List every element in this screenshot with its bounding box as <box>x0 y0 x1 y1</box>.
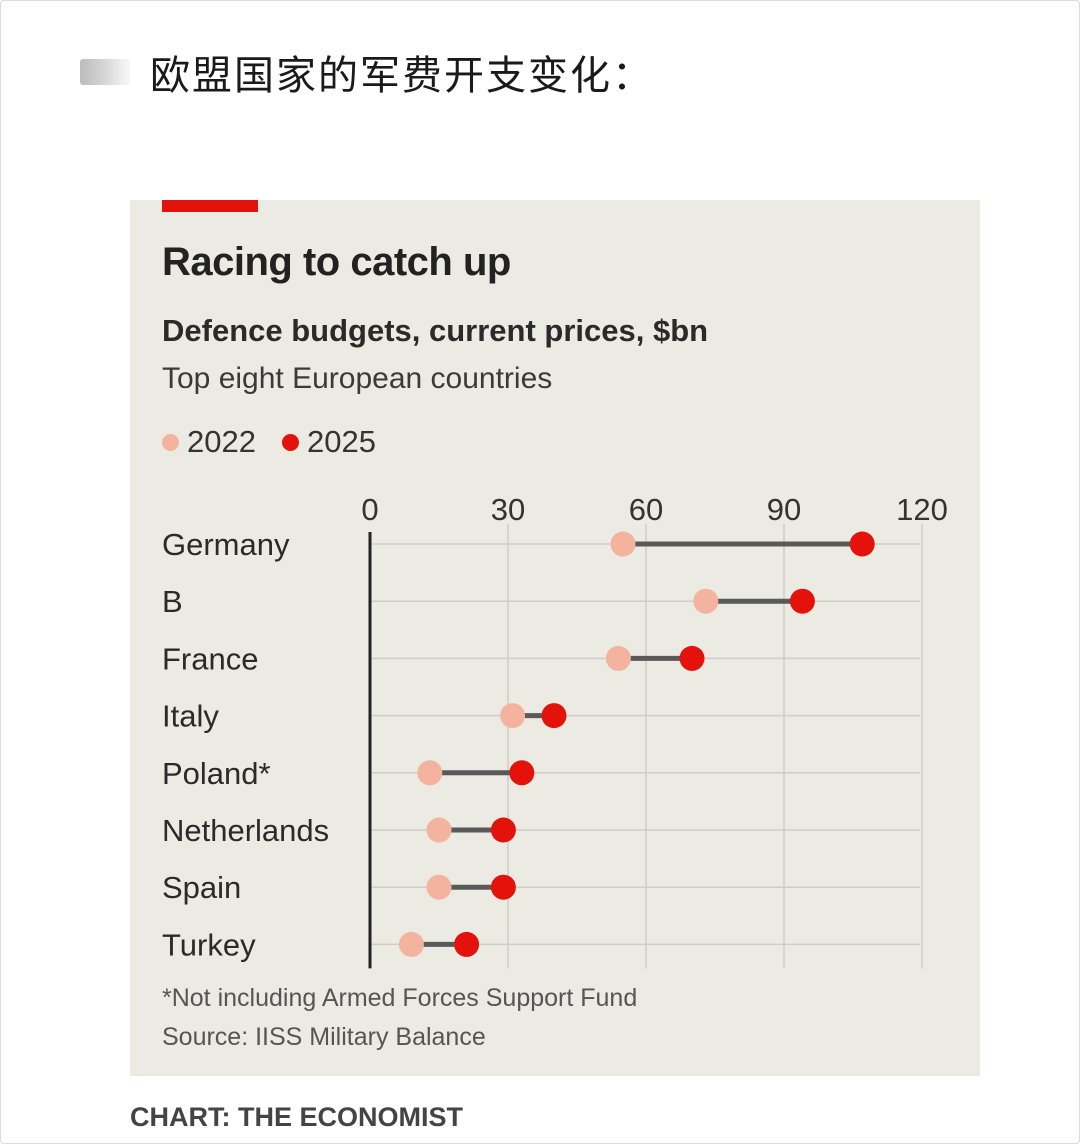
x-tick-label: 120 <box>896 492 948 527</box>
category-label: Poland* <box>162 756 271 791</box>
dot-2022 <box>610 531 636 557</box>
legend-item-2022: 2022 <box>162 424 256 460</box>
dot-2022 <box>605 645 631 671</box>
accent-bar <box>162 200 258 212</box>
dot-2025 <box>849 531 875 557</box>
x-tick-label: 60 <box>629 492 663 527</box>
x-tick-label: 30 <box>491 492 525 527</box>
legend: 2022 2025 <box>162 424 402 460</box>
category-label: France <box>162 641 258 676</box>
dot-2025 <box>490 874 516 900</box>
chart-title: Racing to catch up <box>162 240 511 284</box>
dot-2022 <box>398 931 424 957</box>
x-tick-label: 90 <box>767 492 801 527</box>
dot-2022 <box>426 817 452 843</box>
legend-dot-2022 <box>162 433 179 451</box>
category-label: Spain <box>162 870 241 905</box>
dot-2025 <box>679 645 705 671</box>
chart-card: Racing to catch up Defence budgets, curr… <box>130 200 980 1076</box>
chart-subtitle: Defence budgets, current prices, $bn <box>162 313 709 348</box>
dumbbell-chart: 0 30 60 90 120 Germany B France Italy Poland* Neth… <box>162 492 948 969</box>
category-label: Germany <box>162 527 290 562</box>
category-label: Turkey <box>162 927 256 962</box>
chart-subtitle-secondary: Top eight European countries <box>162 362 553 395</box>
legend-item-2025: 2025 <box>281 424 376 460</box>
dot-2022 <box>417 760 443 786</box>
post-title: 欧盟国家的军费开支变化： <box>150 53 654 99</box>
dot-2022 <box>500 703 526 729</box>
dot-2025 <box>454 931 480 957</box>
chart-footnote: *Not including Armed Forces Support Fund <box>162 984 638 1012</box>
legend-label-2025: 2025 <box>306 424 376 459</box>
chart-source: Source: IISS Military Balance <box>162 1023 486 1051</box>
dot-2025 <box>789 588 815 614</box>
category-label: Italy <box>162 699 219 734</box>
chart-credit: CHART: THE ECONOMIST <box>130 1102 463 1132</box>
x-tick-label: 0 <box>361 492 378 527</box>
legend-dot-2025 <box>281 433 299 451</box>
dot-2025 <box>541 703 567 729</box>
legend-label-2022: 2022 <box>187 424 256 459</box>
blurred-avatar <box>80 59 130 85</box>
dot-2025 <box>490 817 516 843</box>
dot-2022 <box>426 874 452 900</box>
category-label: Netherlands <box>162 813 329 848</box>
post-header: 欧盟国家的军费开支变化： <box>80 42 654 102</box>
dot-2022 <box>693 588 719 614</box>
dot-2025 <box>509 760 535 786</box>
category-label: B <box>162 584 183 619</box>
